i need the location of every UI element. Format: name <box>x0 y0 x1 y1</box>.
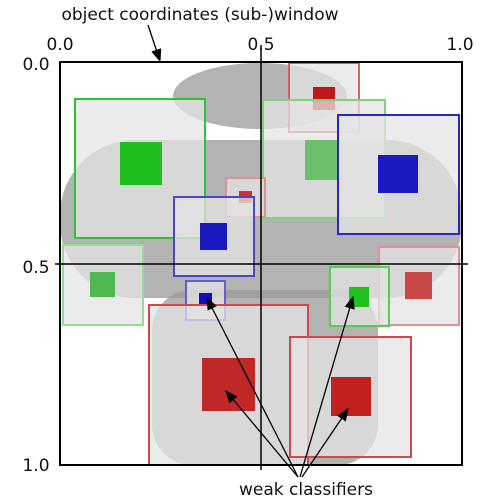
title-arrow <box>147 24 162 63</box>
title: object coordinates (sub-)window <box>61 5 338 25</box>
annotation-arrows <box>206 295 355 478</box>
top-label: 1.0 <box>446 35 473 55</box>
annotation: weak classifiers <box>239 480 373 500</box>
weak-classifiers <box>62 62 460 466</box>
top-label: 0.0 <box>46 35 73 55</box>
top-label: 0.5 <box>247 35 274 55</box>
left-label: 1.0 <box>22 456 49 476</box>
left-label: 0.0 <box>22 55 49 75</box>
left-label: 0.5 <box>22 258 49 278</box>
